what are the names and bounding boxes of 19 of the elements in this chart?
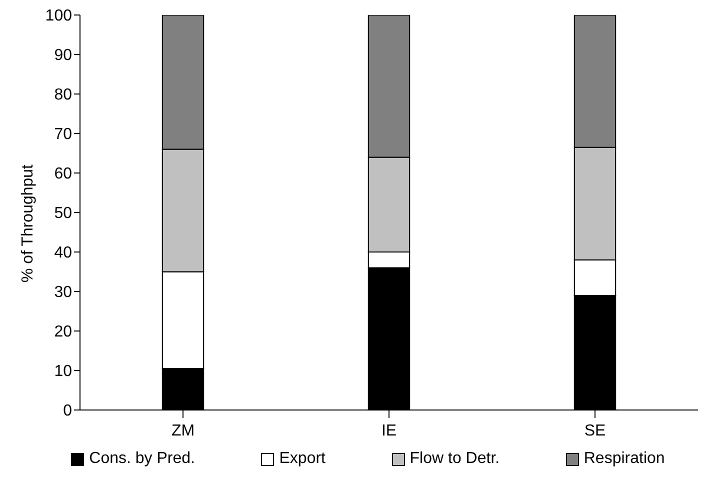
- y-tick-label: 80: [54, 86, 72, 104]
- legend-label: Export: [279, 450, 326, 468]
- y-tick-label: 100: [45, 8, 72, 25]
- x-tick-label: SE: [584, 422, 606, 440]
- legend-label: Cons. by Pred.: [89, 450, 195, 468]
- y-tick-label: 20: [54, 324, 72, 341]
- y-tick-label: 40: [54, 244, 72, 262]
- x-tick-label: IE: [381, 422, 397, 440]
- y-tick-label: 50: [54, 205, 72, 222]
- y-tick-label: 90: [54, 47, 72, 64]
- legend-label: Flow to Detr.: [410, 450, 500, 468]
- y-tick-label: 10: [54, 363, 72, 380]
- y-axis-title: % of Throughput: [20, 164, 37, 282]
- y-tick-label: 30: [54, 284, 72, 302]
- x-tick-label: ZM: [171, 422, 195, 440]
- y-tick-label: 70: [54, 126, 72, 144]
- y-tick-label: 0: [63, 402, 72, 420]
- y-tick-label: 60: [54, 166, 72, 183]
- legend-label: Respiration: [584, 450, 665, 468]
